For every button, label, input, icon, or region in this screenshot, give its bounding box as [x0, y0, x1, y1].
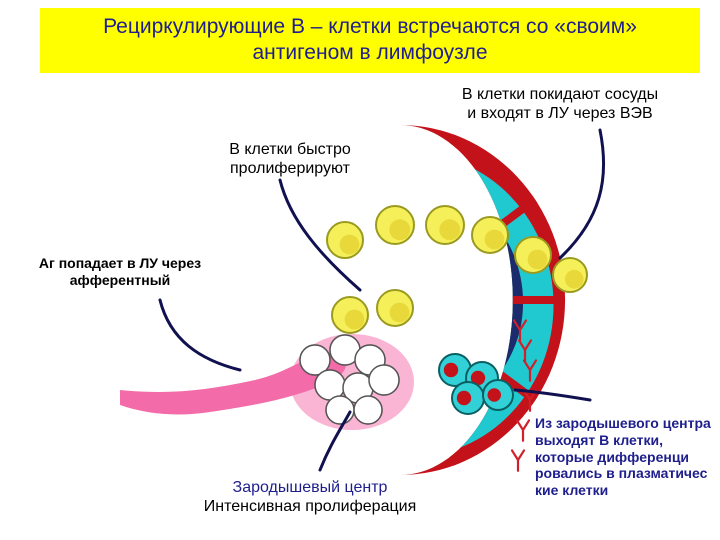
b-cell-icon	[515, 237, 551, 273]
pointer-line	[560, 130, 604, 258]
b-cell-icon	[376, 206, 414, 244]
label-germinal-center-line1: Зародышевый центр	[233, 479, 388, 496]
b-cell-icon	[327, 222, 363, 258]
antibody-icon	[512, 450, 524, 470]
label-germinal-center: Зародышевый центр Интенсивная пролиферац…	[160, 478, 460, 516]
b-cell-icon	[426, 206, 464, 244]
label-plasma-cells-exit: Из зародышевого центравыходят В клетки,к…	[535, 415, 720, 499]
b-cell-icon	[553, 258, 587, 292]
b-cell-icon	[377, 290, 413, 326]
label-b-cells-proliferate: В клетки быстропролиферируют	[190, 140, 390, 178]
b-cell-icon	[332, 297, 368, 333]
label-b-cells-enter: В клетки покидают сосудыи входят в ЛУ че…	[420, 85, 700, 123]
label-ag-afferent: Аг попадает в ЛУ черезафферентный	[20, 255, 220, 289]
antibody-icon	[517, 420, 529, 440]
pointer-line	[160, 300, 240, 370]
diagram-stage: Рециркулирующие В – клетки встречаются с…	[0, 0, 720, 540]
plasma-cell-icon	[483, 380, 513, 410]
label-germinal-center-line2: Интенсивная пролиферация	[204, 498, 417, 515]
plasma-cell-icon	[452, 382, 484, 414]
b-cell-icon	[472, 217, 508, 253]
